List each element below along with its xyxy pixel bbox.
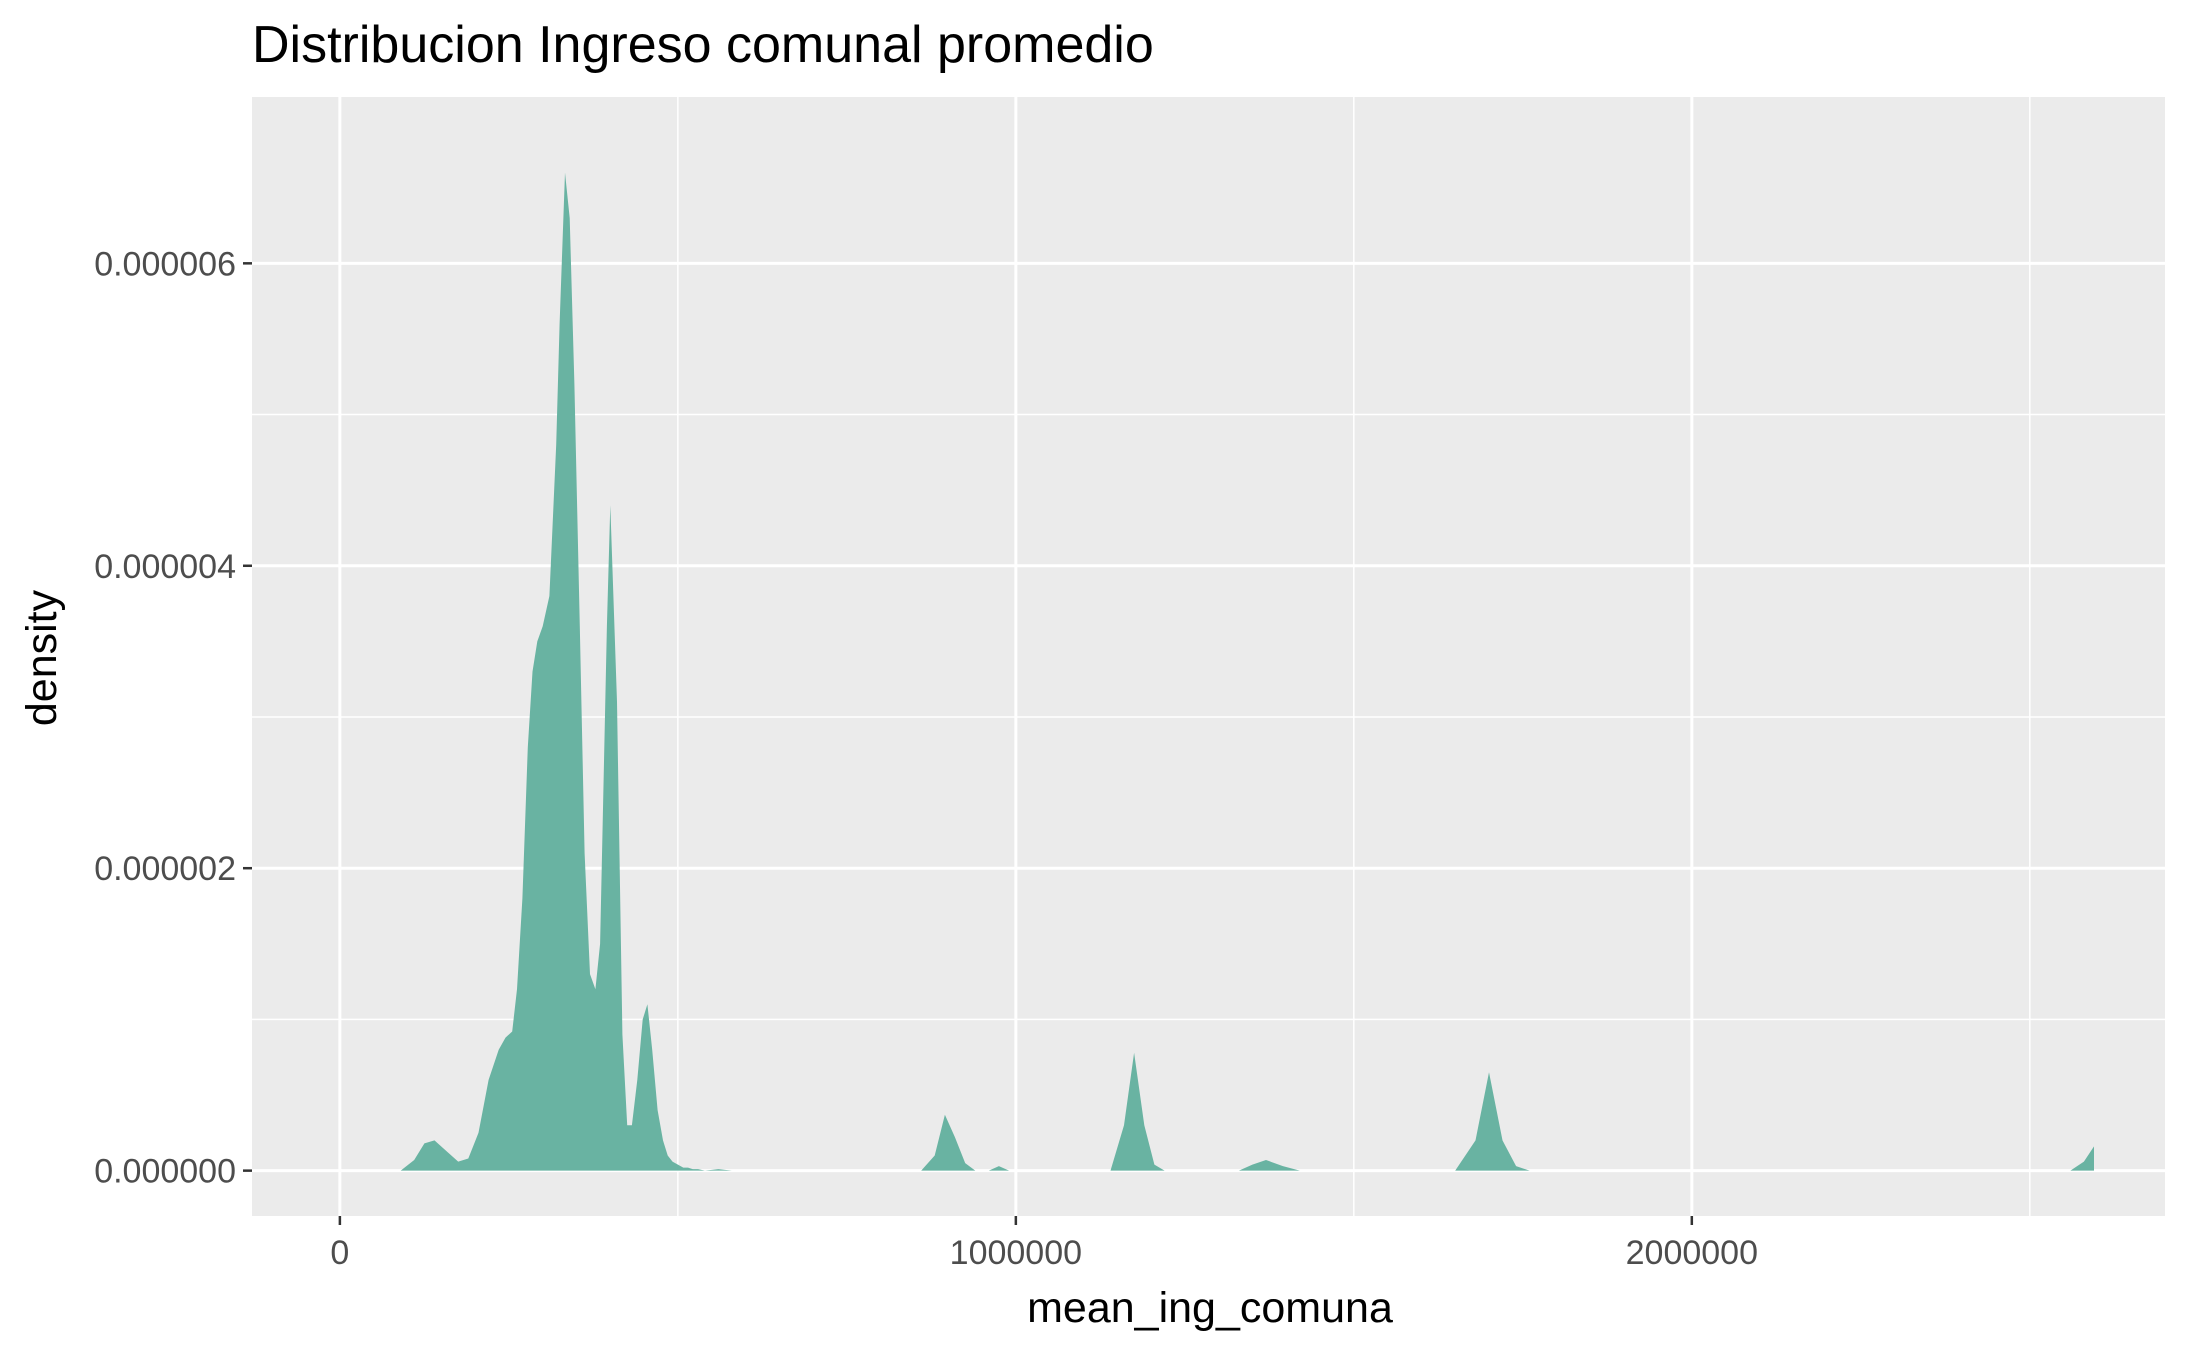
x-tick-label: 1000000 (950, 1234, 1082, 1272)
y-axis-title: density (18, 589, 66, 726)
y-tick-label: 0.000004 (94, 548, 236, 586)
y-axis: 0.000000 0.000002 0.000004 0.000006 (94, 245, 252, 1191)
density-area (339, 172, 2094, 1171)
x-axis-title: mean_ing_comuna (1027, 1284, 1393, 1332)
x-tick-label: 0 (330, 1234, 349, 1272)
y-tick-label: 0.000000 (94, 1153, 236, 1191)
x-axis: 0 1000000 2000000 (330, 1216, 1758, 1272)
x-tick-label: 2000000 (1626, 1234, 1758, 1272)
chart-title: Distribucion Ingreso comunal promedio (252, 16, 1154, 74)
y-tick-label: 0.000006 (94, 245, 236, 283)
y-tick-label: 0.000002 (94, 850, 236, 888)
